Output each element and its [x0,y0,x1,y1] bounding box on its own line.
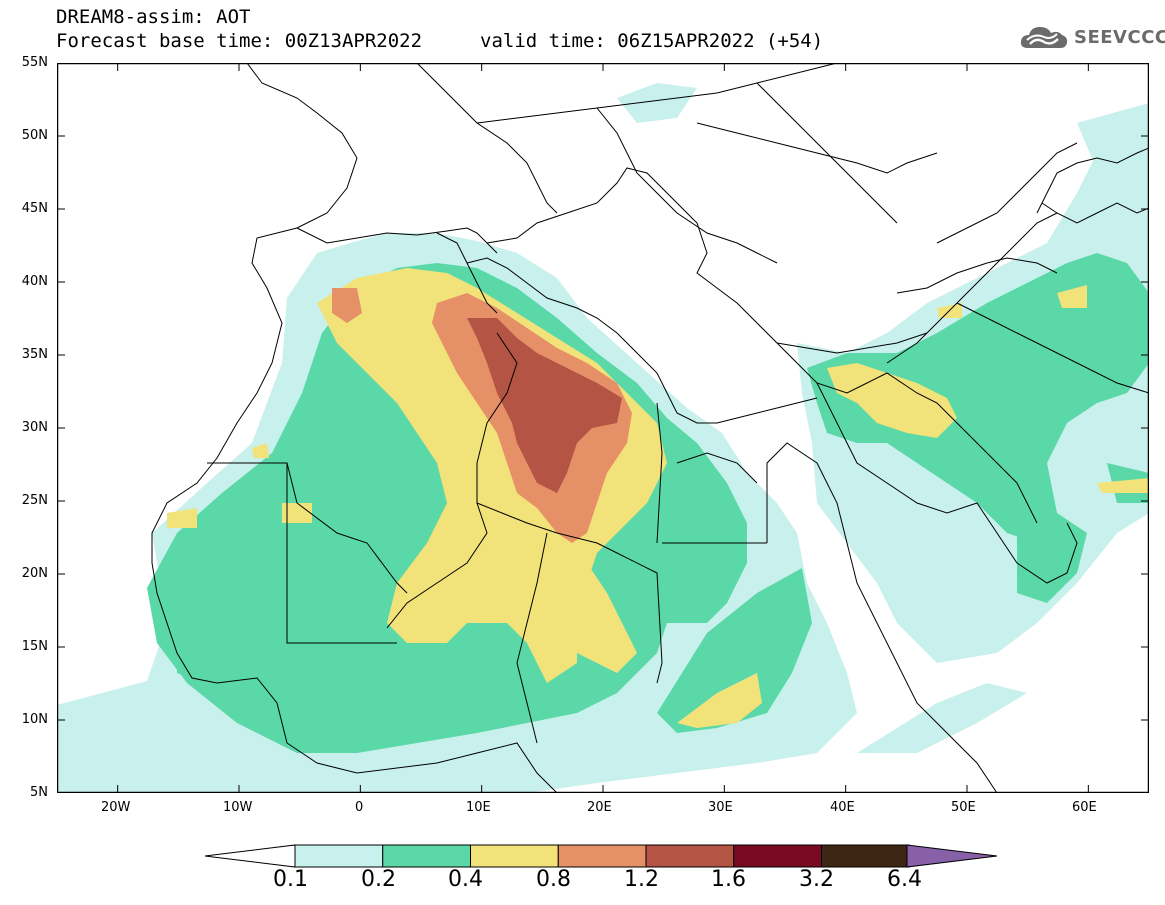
colorbar-swatch [645,844,735,868]
lat-label-35n: 35N [21,347,48,362]
lon-label-20e: 20E [587,800,612,815]
lat-label-5n: 5N [30,785,48,800]
colorbar-swatch [470,844,559,868]
colorbar-label-0.2: 0.2 [361,867,396,892]
country-borders [151,63,1149,793]
logo-text: SEEVCCC [1074,26,1165,48]
colorbar-swatches [294,844,910,868]
map-panel[interactable] [57,63,1149,793]
colorbar-label-0.8: 0.8 [536,867,571,892]
lon-label-40e: 40E [830,800,855,815]
colorbar-label-0.1: 0.1 [273,867,308,892]
lon-label-60e: 60E [1072,800,1097,815]
chart-title: DREAM8-assim: AOT [56,6,251,28]
lat-label-45n: 45N [21,201,48,216]
lon-label-0: 0 [355,800,364,815]
colorbar-swatch [733,844,822,868]
colorbar-high-arrow [906,844,998,868]
colorbar-swatch [382,844,471,868]
valid-time: valid time: 06Z15APR2022 (+54) [480,30,824,52]
aot-map[interactable] [57,63,1149,793]
lon-label-30e: 30E [708,800,733,815]
forecast-base-time: Forecast base time: 00Z13APR2022 [56,30,423,52]
colorbar-low-arrow [205,844,296,868]
lon-label-10w: 10W [223,800,253,815]
lat-label-50n: 50N [21,128,48,143]
seevccc-logo: SEEVCCC [1018,22,1165,52]
lat-label-25n: 25N [21,493,48,508]
lon-label-10e: 10E [466,800,491,815]
lon-label-20w: 20W [101,800,131,815]
lat-label-40n: 40N [21,274,48,289]
colorbar-swatch [557,844,647,868]
lon-label-50e: 50E [951,800,976,815]
lat-label-30n: 30N [21,420,48,435]
lat-label-20n: 20N [21,566,48,581]
colorbar-label-1.2: 1.2 [624,867,659,892]
colorbar [205,844,998,868]
axis-ticks [57,63,1149,793]
lat-label-15n: 15N [21,639,48,654]
colorbar-swatch [294,844,384,868]
colorbar-label-3.2: 3.2 [799,867,834,892]
contour-layer-1.2 [467,318,622,493]
colorbar-label-0.4: 0.4 [448,867,483,892]
lat-label-10n: 10N [21,712,48,727]
colorbar-label-1.6: 1.6 [711,867,746,892]
lat-label-55n: 55N [21,55,48,70]
cloud-icon [1020,27,1068,48]
colorbar-label-6.4: 6.4 [887,867,922,892]
colorbar-swatch [821,844,910,868]
